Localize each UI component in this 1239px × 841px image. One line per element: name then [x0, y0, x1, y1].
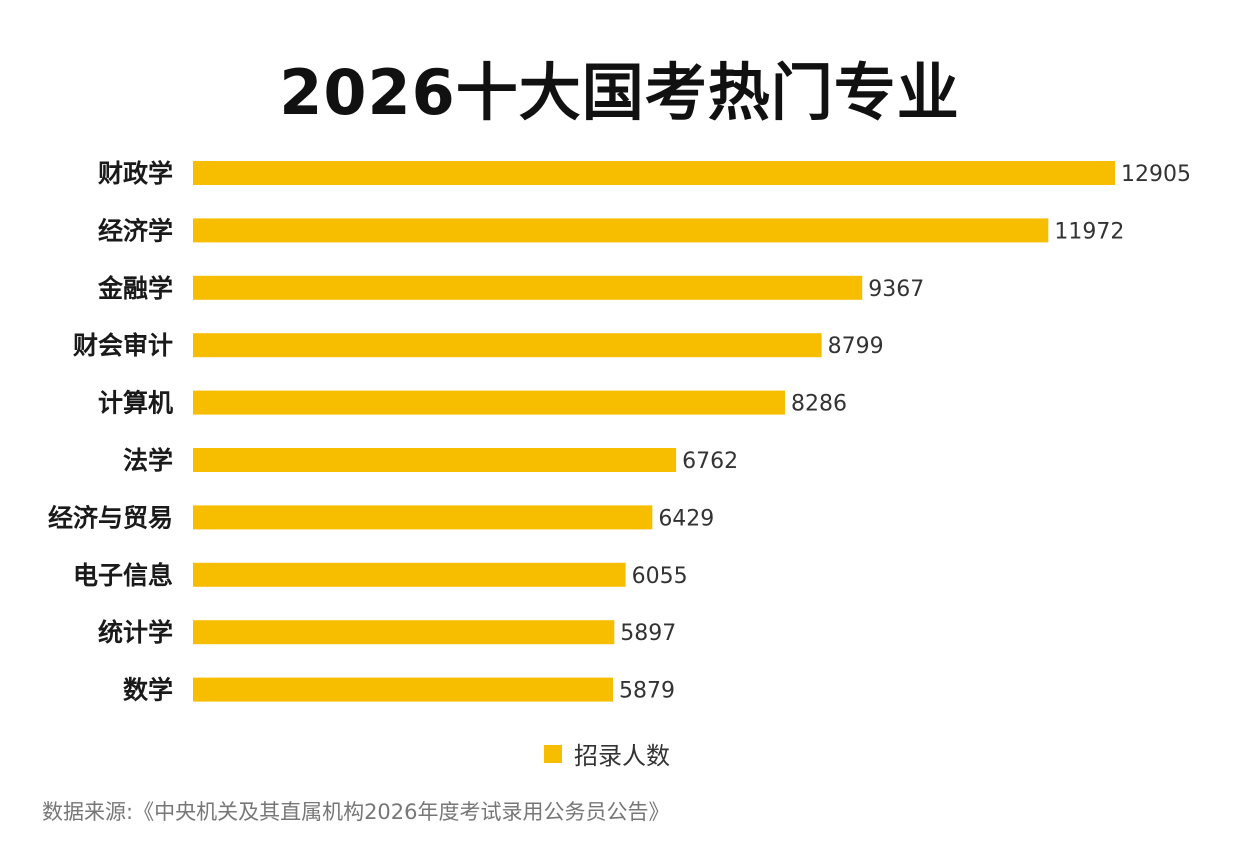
value-label: 6762 — [682, 449, 738, 474]
value-label: 5879 — [619, 679, 675, 704]
legend: 招录人数 — [544, 736, 670, 771]
category-label: 经济学 — [98, 216, 173, 245]
value-label: 5897 — [620, 621, 676, 646]
category-label: 数学 — [123, 676, 173, 705]
legend-swatch — [544, 744, 562, 763]
bar — [193, 333, 822, 358]
category-label: 法学 — [123, 446, 173, 475]
bar — [193, 677, 614, 702]
category-label: 计算机 — [98, 389, 173, 418]
source-note: 数据来源:《中央机关及其直属机构2026年度考试录用公务员公告》 — [42, 800, 670, 824]
bar — [193, 505, 653, 530]
category-label: 金融学 — [97, 274, 173, 303]
bar — [193, 448, 677, 472]
bar — [193, 390, 785, 415]
legend-label: 招录人数 — [574, 742, 670, 770]
value-label: 12905 — [1121, 162, 1191, 187]
bar-chart: 财政学 12905 经济学 11972 金融学 9367 财会审计 8799 计算机 8286 法学… — [48, 159, 1191, 705]
bar — [193, 161, 1115, 185]
bar — [193, 218, 1049, 243]
value-label: 6055 — [632, 564, 688, 589]
category-label: 财政学 — [98, 159, 173, 188]
category-label: 财会审计 — [73, 331, 173, 360]
category-label: 经济与贸易 — [48, 503, 173, 532]
chart-title: 2026十大国考热门专业 — [279, 56, 960, 129]
category-label: 统计学 — [98, 618, 173, 647]
category-label: 电子信息 — [73, 561, 173, 590]
value-label: 9367 — [868, 277, 924, 302]
value-label: 11972 — [1054, 219, 1124, 244]
value-label: 8286 — [791, 392, 847, 417]
bar — [193, 562, 626, 587]
value-label: 8799 — [828, 334, 884, 359]
value-label: 6429 — [658, 506, 714, 531]
bar — [193, 620, 615, 645]
bar — [193, 275, 863, 300]
